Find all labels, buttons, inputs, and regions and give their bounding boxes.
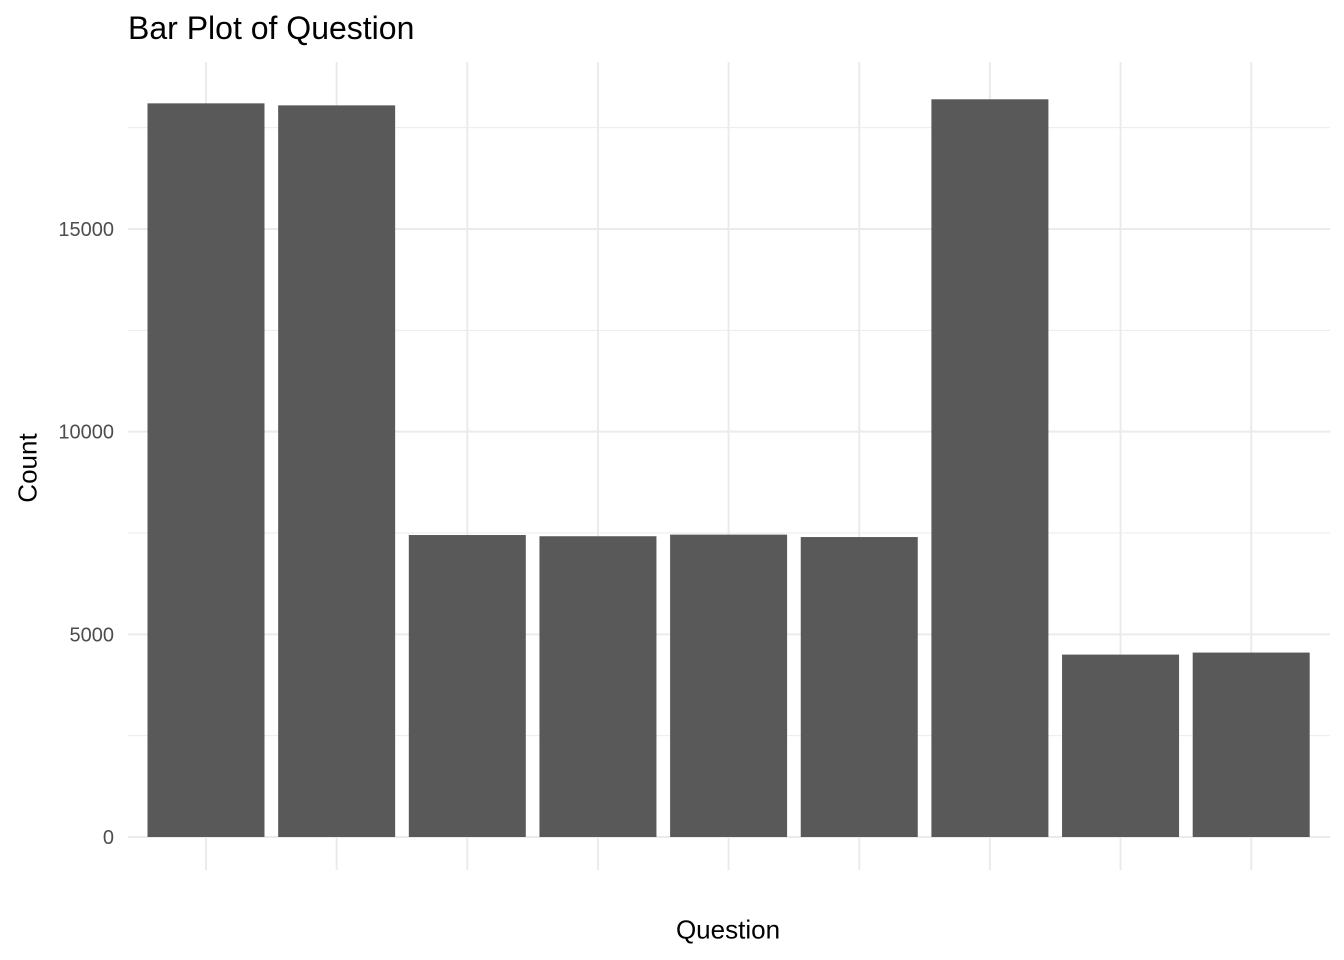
y-ticks-layer: 0 5000 10000 15000 — [58, 219, 114, 849]
bar — [408, 535, 526, 837]
x-axis-label: Question — [675, 914, 781, 945]
y-tick-label: 5000 — [70, 624, 115, 646]
bar — [800, 537, 918, 837]
y-tick-label: 0 — [103, 827, 114, 849]
bar — [278, 105, 396, 837]
bars-layer — [147, 99, 1310, 837]
y-tick-label: 15000 — [58, 219, 114, 241]
chart-title: Bar Plot of Question — [128, 10, 415, 46]
bar — [147, 103, 265, 837]
bar — [1062, 654, 1180, 837]
bar — [1192, 652, 1310, 837]
bar — [670, 534, 788, 837]
bar — [539, 536, 657, 837]
bar — [931, 99, 1049, 837]
y-tick-label: 10000 — [58, 422, 114, 444]
